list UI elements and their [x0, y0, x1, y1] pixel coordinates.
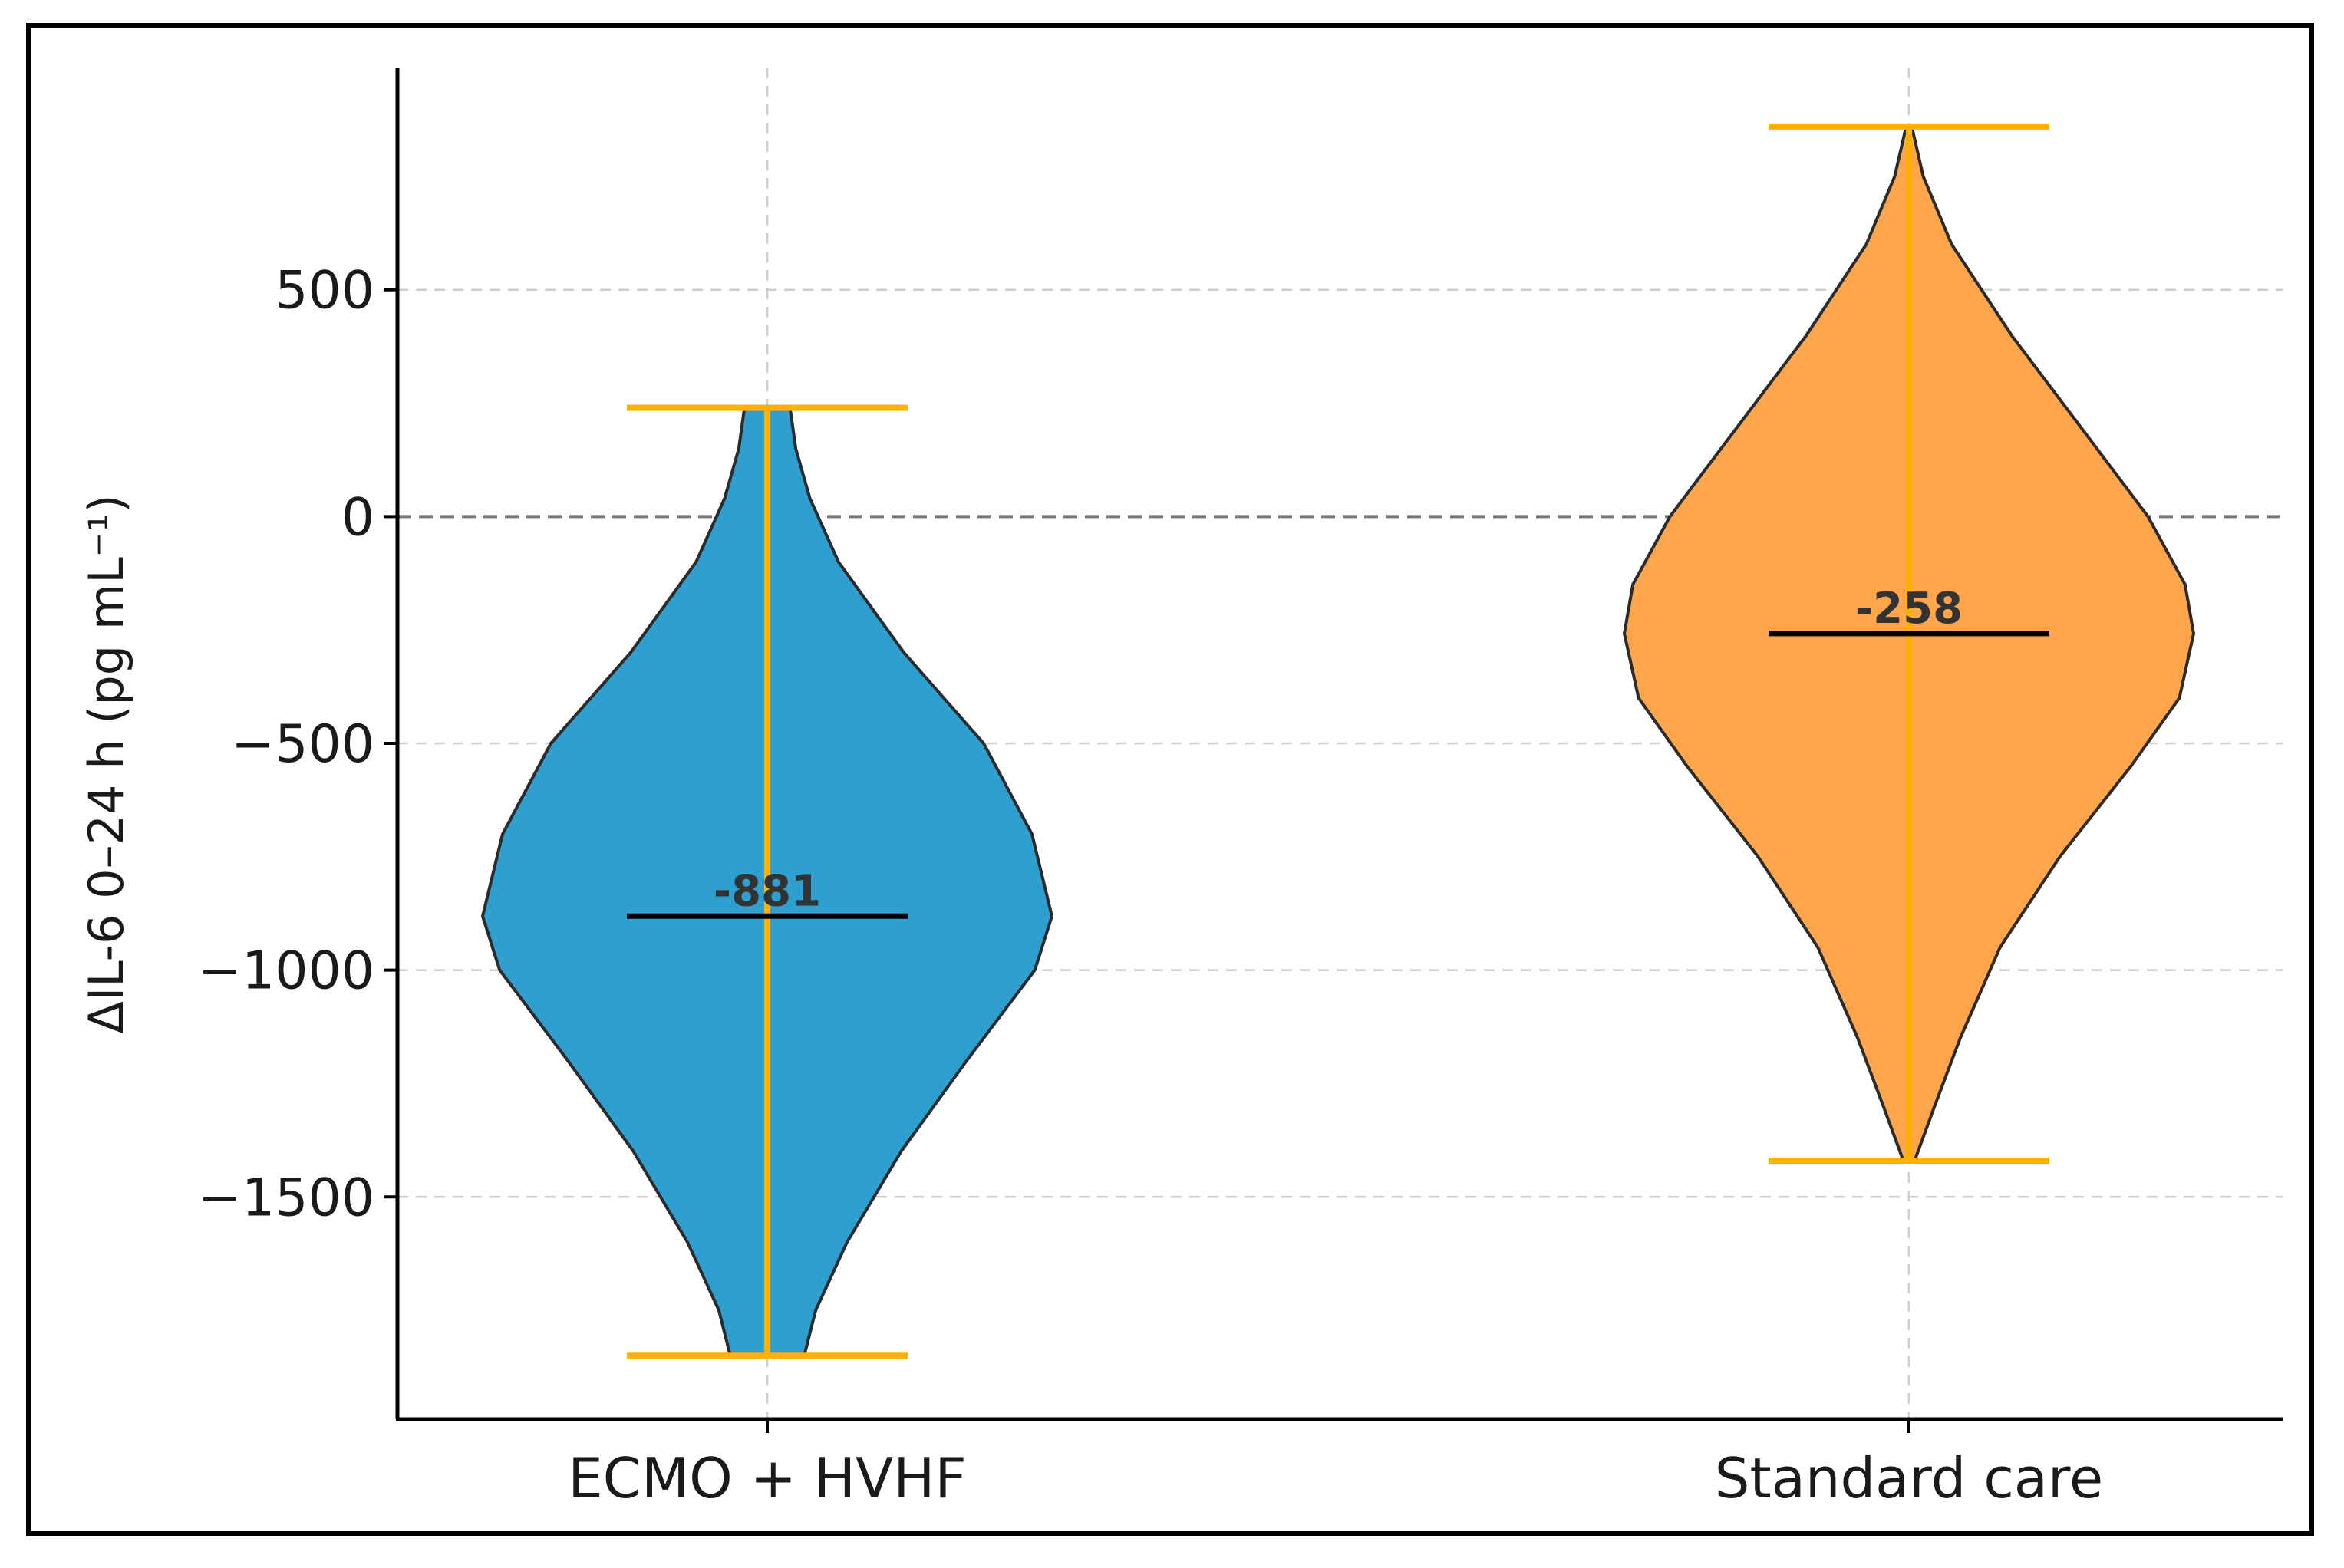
y-tick-label: 500 [275, 261, 374, 321]
violin-chart: -881 -258 500 0 −500 −1000 −1500 ECMO + HVHF S… [78, 68, 2283, 1510]
y-axis-title: ΔIL-6 0–24 h (pg mL⁻¹) [78, 494, 134, 1033]
figure-frame: -881 -258 500 0 −500 −1000 −1500 ECMO + HVHF S… [26, 23, 2314, 1536]
y-tick-label: −500 [231, 714, 374, 775]
y-tick-label: −1500 [198, 1168, 374, 1228]
y-ticks: 500 0 −500 −1000 −1500 [198, 261, 397, 1228]
x-tick-label: ECMO + HVHF [568, 1446, 967, 1510]
median-label: -258 [1855, 584, 1963, 634]
x-ticks: ECMO + HVHF Standard care [568, 1419, 2103, 1510]
y-tick-label: 0 [341, 487, 374, 548]
violin-layer: -881 -258 [481, 123, 2195, 1359]
x-tick-label: Standard care [1715, 1446, 2103, 1510]
median-label: -881 [714, 866, 821, 916]
y-tick-label: −1000 [198, 941, 374, 1002]
